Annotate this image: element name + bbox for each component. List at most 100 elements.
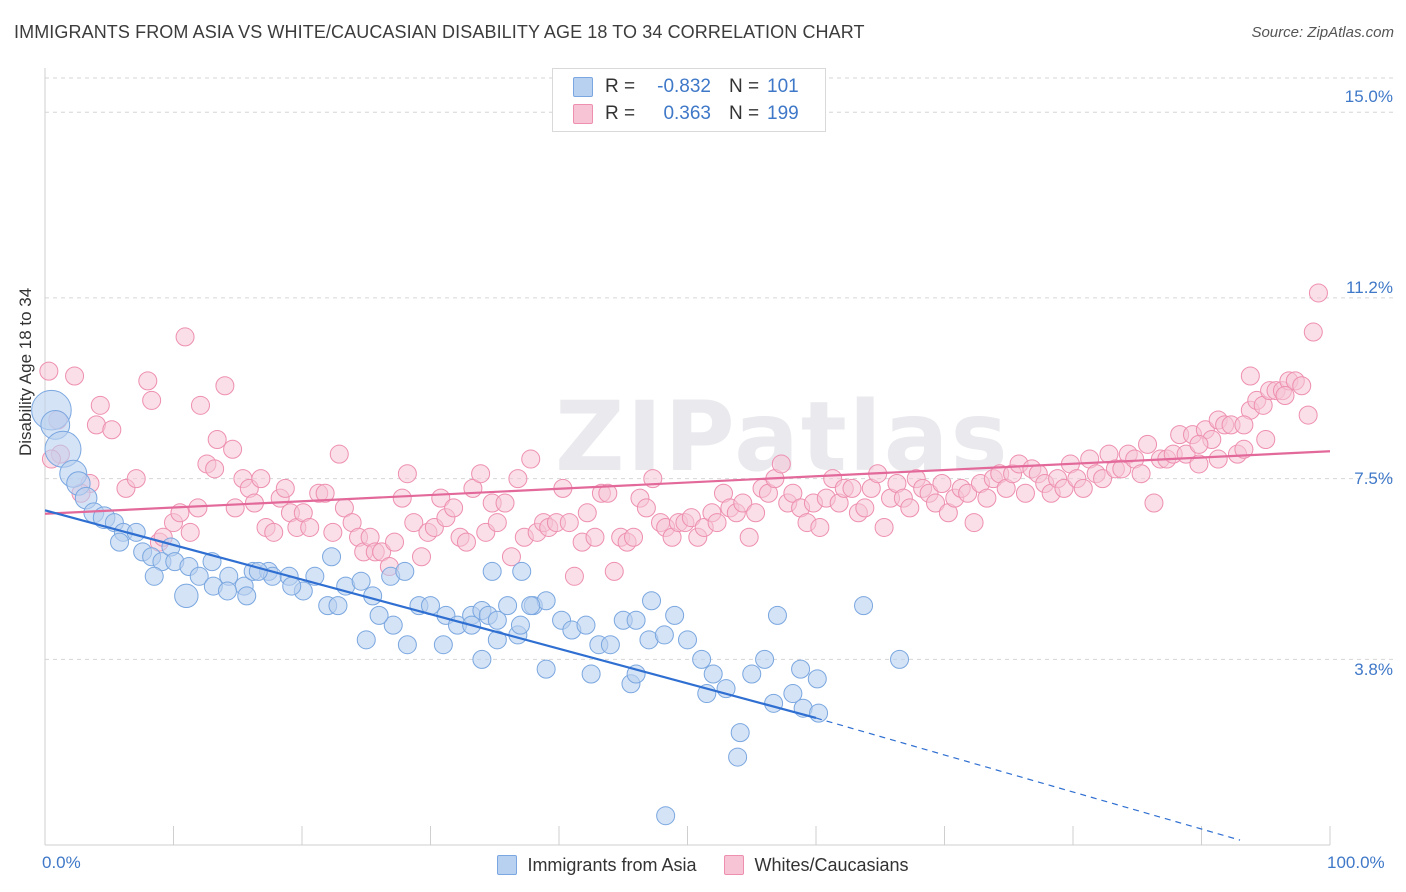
n-label: N = <box>729 76 760 97</box>
legend-label-asia: Immigrants from Asia <box>527 854 697 875</box>
y-tick-3-8: 3.8% <box>1354 660 1393 679</box>
whites-point <box>264 522 284 542</box>
asia-point <box>144 566 164 586</box>
whites-point <box>412 547 432 567</box>
whites-point <box>1234 439 1254 459</box>
asia-point <box>626 664 646 684</box>
asia-point <box>328 596 348 616</box>
asia-point <box>433 635 453 655</box>
whites-point <box>329 444 349 464</box>
whites-point <box>404 513 424 533</box>
whites-point <box>977 488 997 508</box>
asia-point <box>656 806 676 826</box>
asia-point <box>282 576 302 596</box>
whites-point <box>142 390 162 410</box>
whites-point <box>188 498 208 518</box>
asia-point <box>189 566 209 586</box>
whites-point <box>456 532 476 552</box>
whites-point <box>810 517 830 537</box>
asia-point <box>217 581 237 601</box>
whites-point <box>585 527 605 547</box>
whites-point <box>958 483 978 503</box>
asia-point <box>654 625 674 645</box>
n-value: 199 <box>767 103 799 124</box>
whites-point <box>508 469 528 489</box>
whites-point <box>1093 469 1113 489</box>
r-value: 0.363 <box>663 103 711 124</box>
whites-point <box>251 469 271 489</box>
asia-point <box>600 635 620 655</box>
y-tick-15: 15.0% <box>1344 87 1393 106</box>
y-tick-11-2: 11.2% <box>1346 278 1393 297</box>
asia-point <box>487 630 507 650</box>
legend-item-asia: Immigrants from Asia <box>497 855 696 876</box>
asia-point <box>487 610 507 630</box>
asia-point <box>730 723 750 743</box>
whites-point <box>372 542 392 562</box>
whites-point <box>598 483 618 503</box>
whites-point <box>932 473 952 493</box>
asia-point <box>703 664 723 684</box>
whites-point <box>1240 366 1260 386</box>
whites-point <box>739 527 759 547</box>
asia-point <box>692 649 712 669</box>
whites-point <box>65 366 85 386</box>
asia-point <box>581 664 601 684</box>
whites-point <box>190 395 210 415</box>
asia-point <box>807 669 827 689</box>
asia-point <box>728 747 748 767</box>
whites-point <box>323 522 343 542</box>
whites-point <box>733 493 753 513</box>
whites-point <box>707 513 727 533</box>
whites-point <box>900 498 920 518</box>
asia-point <box>536 659 556 679</box>
whites-point <box>1208 449 1228 469</box>
whites-point <box>397 464 417 484</box>
whites-point <box>636 498 656 518</box>
whites-point <box>1144 493 1164 513</box>
whites-point <box>275 478 295 498</box>
y-tick-7-5: 7.5% <box>1354 469 1393 488</box>
asia-point <box>369 605 389 625</box>
whites-point <box>1131 464 1151 484</box>
asia-point <box>521 596 541 616</box>
asia-point <box>642 591 662 611</box>
whites-point <box>559 513 579 533</box>
asia-point <box>854 596 874 616</box>
r-value: -0.832 <box>657 76 711 97</box>
n-value: 101 <box>767 76 799 97</box>
chart-title: IMMIGRANTS FROM ASIA VS WHITE/CAUCASIAN … <box>14 22 865 42</box>
asia-point <box>764 693 784 713</box>
asia-trend-line <box>44 509 817 720</box>
whites-point <box>1073 478 1093 498</box>
asia-point <box>395 561 415 581</box>
whites-point <box>444 498 464 518</box>
pink-swatch <box>573 104 593 124</box>
asia-point <box>791 659 811 679</box>
whites-point <box>564 566 584 586</box>
whites-point <box>855 498 875 518</box>
whites-point <box>175 327 195 347</box>
legend-label-whites: Whites/Caucasians <box>754 854 909 875</box>
whites-point <box>300 517 320 537</box>
asia-point <box>512 561 532 581</box>
whites-point <box>1256 430 1276 450</box>
whites-point <box>783 483 803 503</box>
asia-point <box>626 610 646 630</box>
whites-point <box>964 513 984 533</box>
whites-point <box>225 498 245 518</box>
whites-point <box>90 395 110 415</box>
whites-point <box>1138 434 1158 454</box>
whites-point <box>207 430 227 450</box>
whites-point <box>842 478 862 498</box>
whites-point <box>1308 283 1328 303</box>
whites-point <box>1189 434 1209 454</box>
whites-point <box>39 361 59 381</box>
whites-point <box>624 527 644 547</box>
series-legend: Immigrants from Asia Whites/Caucasians <box>0 852 1406 878</box>
r-label: R = <box>605 76 636 97</box>
whites-trend-line <box>44 450 1331 515</box>
r-label: R = <box>605 103 636 124</box>
asia-point <box>383 615 403 635</box>
n-label: N = <box>729 103 760 124</box>
